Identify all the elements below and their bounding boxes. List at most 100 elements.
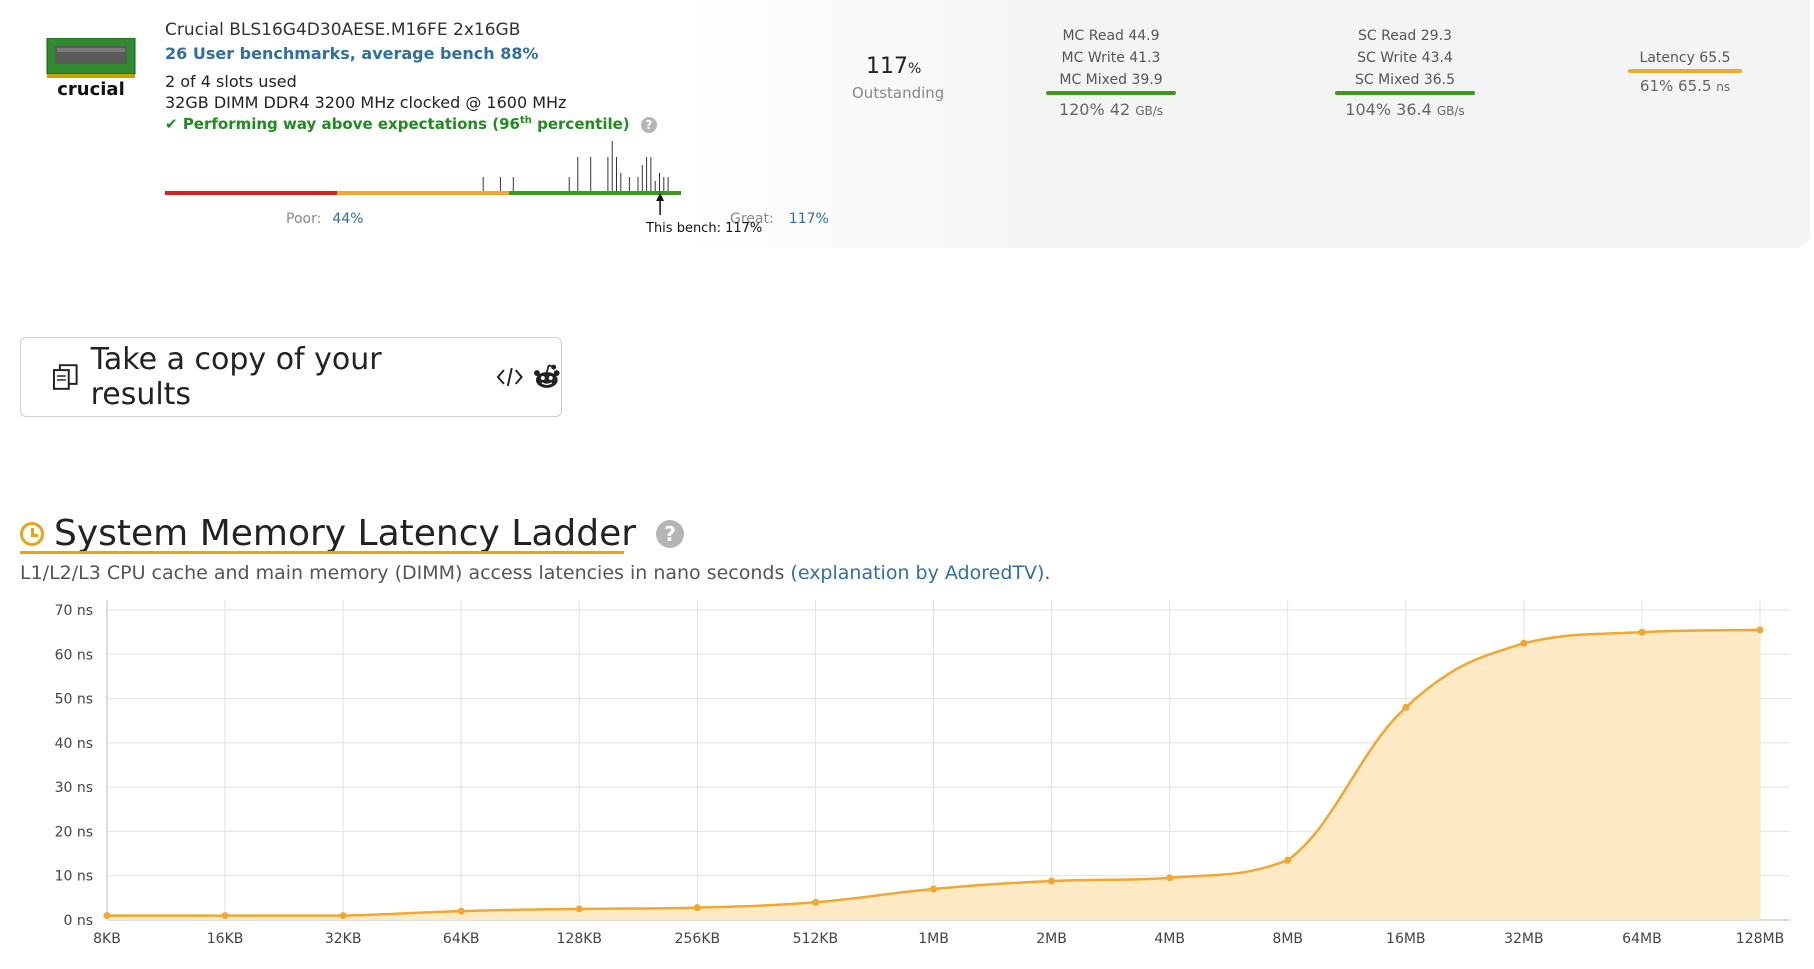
product-name: Crucial BLS16G4D30AESE.M16FE 2x16GB (165, 20, 521, 40)
great-label: Great: (730, 211, 774, 227)
help-icon[interactable]: ? (640, 116, 657, 133)
sc-summary-unit: GB/s (1436, 104, 1465, 118)
latency-summary-unit: ns (1716, 80, 1731, 94)
latency-summary-pct: 61% (1639, 77, 1674, 95)
latency-point-128kb[interactable] (575, 905, 583, 913)
x-tick-label: 8KB (93, 931, 121, 947)
poor-marker: Poor: 44% (286, 208, 364, 227)
sc-mixed: SC Mixed 36.5 (1354, 72, 1456, 88)
latency-ladder-header: System Memory Latency Ladder ? (20, 513, 685, 554)
latency-point-4mb[interactable] (1166, 874, 1174, 882)
latency-point-8kb[interactable] (103, 912, 111, 920)
reddit-icon[interactable] (533, 364, 561, 390)
latency-line (107, 628, 1761, 917)
score-rating: Outstanding (852, 84, 945, 102)
description-text: L1/L2/L3 CPU cache and main memory (DIMM… (20, 562, 791, 584)
this-bench-arrowhead (656, 193, 665, 201)
score-value: 117 (866, 54, 908, 79)
score-unit: % (908, 61, 922, 77)
latency-point-64kb[interactable] (457, 907, 465, 915)
latency-point-2mb[interactable] (1048, 877, 1056, 885)
crucial-logo: crucial (46, 38, 136, 100)
mc-underline (1046, 91, 1176, 95)
latency-summary: 61% 65.5 ns (1628, 75, 1742, 98)
great-value: 117% (788, 211, 829, 227)
sc-stats: SC Read 29.3 SC Write 43.4 SC Mixed 36.5… (1335, 25, 1475, 122)
latency-point-16kb[interactable] (221, 912, 229, 920)
x-tick-label: 16MB (1386, 931, 1426, 947)
latency-point-32mb[interactable] (1520, 639, 1528, 647)
y-tick-label: 0 ns (63, 913, 93, 929)
slots-used: 2 of 4 slots used (165, 72, 297, 91)
sc-write: SC Write 43.4 (1357, 50, 1453, 66)
mc-read: MC Read 44.9 (1062, 28, 1160, 44)
adoredtv-explanation-link[interactable]: (explanation by AdoredTV) (790, 562, 1045, 584)
section-title: System Memory Latency Ladder (54, 513, 637, 554)
user-benchmarks-link[interactable]: 26 User benchmarks, average bench 88% (165, 44, 539, 63)
latency-point-256kb[interactable] (693, 904, 701, 912)
x-tick-label: 4MB (1154, 931, 1185, 947)
latency-point-1mb[interactable] (930, 885, 937, 893)
benchmark-distribution (165, 141, 681, 215)
latency-underline (1628, 69, 1742, 73)
latency-summary-val: 65.5 (1678, 77, 1712, 95)
x-tick-label: 64KB (443, 931, 480, 947)
section-description: L1/L2/L3 CPU cache and main memory (DIMM… (20, 562, 1050, 584)
x-tick-label: 256KB (675, 931, 721, 947)
clock-icon (20, 521, 44, 546)
poor-value: 44% (332, 211, 364, 227)
sc-summary-pct: 104% (1345, 100, 1392, 119)
copy-results-button[interactable]: Take a copy of your results (20, 337, 562, 417)
section-title-underline (20, 551, 624, 554)
code-embed-icon[interactable] (496, 365, 524, 389)
help-icon-large[interactable]: ? (656, 519, 685, 548)
latency-label: Latency 65.5 (1639, 50, 1731, 66)
copy-results-label: Take a copy of your results (90, 342, 382, 412)
latency-point-16mb[interactable] (1402, 703, 1410, 711)
great-marker: Great: 117% (730, 208, 829, 227)
latency-stats: Latency 65.5 61% 65.5 ns (1628, 47, 1742, 98)
sc-read: SC Read 29.3 (1358, 28, 1452, 44)
y-tick-label: 40 ns (55, 736, 93, 752)
x-tick-label: 1MB (918, 931, 949, 947)
latency-point-32kb[interactable] (339, 912, 347, 920)
performance-text-prefix: Performing way above expectations (96 (182, 115, 520, 133)
x-tick-label: 128MB (1736, 931, 1784, 947)
copy-icon (52, 364, 78, 390)
mc-summary-pct: 120% (1058, 100, 1105, 119)
x-tick-label: 8MB (1272, 931, 1303, 947)
x-tick-label: 16KB (207, 931, 244, 947)
this-bench-label: This bench: 117% (646, 221, 763, 236)
mc-summary-val: 42 (1109, 100, 1131, 119)
overall-score: 117% (866, 54, 921, 79)
percentile-suffix: th (520, 115, 532, 126)
x-tick-label: 512KB (793, 931, 839, 947)
y-tick-label: 30 ns (55, 780, 93, 796)
latency-point-64mb[interactable] (1638, 628, 1646, 636)
y-tick-label: 20 ns (55, 824, 93, 840)
y-tick-label: 10 ns (55, 869, 93, 885)
latency-point-512kb[interactable] (811, 898, 819, 906)
latency-point-128mb[interactable] (1756, 626, 1764, 634)
mc-write: MC Write 41.3 (1061, 50, 1161, 66)
mc-mixed: MC Mixed 39.9 (1059, 72, 1163, 88)
benchmark-summary-panel (0, 0, 1810, 248)
memory-spec: 32GB DIMM DDR4 3200 MHz clocked @ 1600 M… (165, 93, 567, 112)
x-tick-label: 2MB (1036, 931, 1067, 947)
description-end: . (1044, 562, 1051, 584)
sc-summary: 104% 36.4 GB/s (1335, 99, 1475, 122)
x-tick-label: 32MB (1504, 931, 1544, 947)
y-tick-label: 60 ns (55, 647, 93, 663)
y-tick-label: 70 ns (55, 603, 93, 619)
x-tick-label: 64MB (1622, 931, 1662, 947)
x-tick-label: 32KB (325, 931, 362, 947)
check-icon: ✔ (165, 115, 178, 133)
mc-summary: 120% 42 GB/s (1046, 99, 1176, 122)
latency-point-8mb[interactable] (1284, 856, 1292, 864)
y-tick-label: 50 ns (55, 692, 93, 708)
mc-summary-unit: GB/s (1135, 104, 1164, 118)
mc-stats: MC Read 44.9 MC Write 41.3 MC Mixed 39.9… (1046, 25, 1176, 122)
poor-label: Poor: (286, 211, 322, 227)
svg-text:crucial: crucial (57, 79, 125, 100)
